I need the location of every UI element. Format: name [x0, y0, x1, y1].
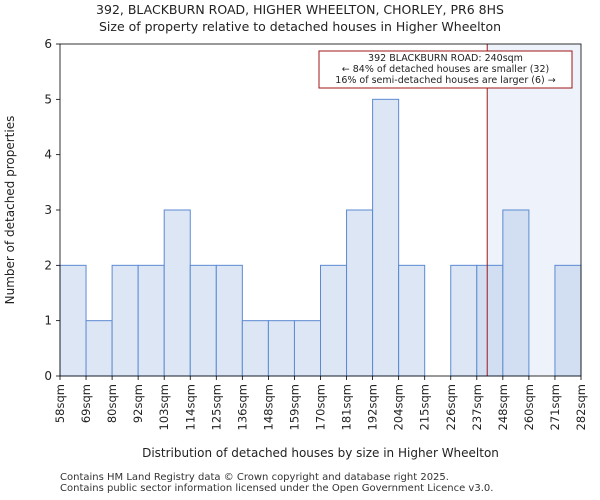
marker-annotation: 392 BLACKBURN ROAD: 240sqm ← 84% of deta… — [318, 50, 573, 89]
x-tick-label: 80sqm — [105, 384, 119, 423]
x-tick-label: 92sqm — [131, 384, 145, 423]
x-tick-label: 114sqm — [183, 384, 197, 430]
chart-title: 392, BLACKBURN ROAD, HIGHER WHEELTON, CH… — [96, 2, 504, 17]
x-tick-label: 125sqm — [209, 384, 223, 430]
bar-204sqm — [398, 264, 426, 377]
x-tick-label: 170sqm — [314, 384, 328, 430]
bar-237sqm — [476, 264, 504, 377]
bar-170sqm — [320, 264, 348, 377]
x-axis-label: Distribution of detached houses by size … — [142, 446, 499, 460]
footer-licence: Contains public sector information licen… — [60, 483, 494, 494]
bar-148sqm — [267, 320, 295, 377]
bar-248sqm — [502, 209, 530, 377]
x-tick-label: 248sqm — [496, 384, 510, 430]
bar-125sqm — [215, 264, 243, 377]
x-tick-label: 237sqm — [470, 384, 484, 430]
y-axis-label: Number of detached properties — [3, 116, 17, 305]
x-tick-label: 69sqm — [79, 384, 93, 423]
x-tick-label: 103sqm — [157, 384, 171, 430]
x-tick-label: 260sqm — [522, 384, 536, 430]
y-tick-label: 4 — [44, 148, 52, 162]
y-tick-label: 1 — [44, 314, 52, 328]
bar-69sqm — [85, 320, 113, 377]
bar-92sqm — [137, 264, 165, 377]
annotation-box — [318, 50, 573, 89]
bar-271sqm — [554, 264, 582, 377]
x-tick-label: 148sqm — [261, 384, 275, 430]
x-tick-label: 192sqm — [366, 384, 380, 430]
x-tick-label: 58sqm — [53, 384, 67, 423]
y-tick-label: 3 — [44, 203, 52, 217]
x-tick-label: 204sqm — [392, 384, 406, 430]
bar-181sqm — [346, 209, 374, 377]
y-tick-label: 6 — [44, 37, 52, 51]
bar-192sqm — [372, 98, 400, 377]
bar-136sqm — [241, 320, 269, 377]
bar-114sqm — [189, 264, 217, 377]
bar-226sqm — [450, 264, 478, 377]
footer-copyright: Contains HM Land Registry data © Crown c… — [60, 472, 449, 483]
x-tick-label: 181sqm — [340, 384, 354, 430]
x-tick-label: 226sqm — [444, 384, 458, 430]
x-tick-label: 215sqm — [418, 384, 432, 430]
x-tick-label: 159sqm — [287, 384, 301, 430]
x-tick-label: 271sqm — [548, 384, 562, 430]
chart-subtitle: Size of property relative to detached ho… — [98, 19, 502, 34]
y-tick-label: 2 — [44, 258, 52, 272]
y-tick-label: 5 — [44, 92, 52, 106]
y-tick-label: 0 — [44, 369, 52, 383]
annotation-line-2: ← 84% of detached houses are smaller (32… — [342, 64, 549, 75]
bar-58sqm — [59, 264, 87, 377]
bar-159sqm — [293, 320, 322, 377]
annotation-line-1: 392 BLACKBURN ROAD: 240sqm — [368, 53, 523, 64]
annotation-line-3: 16% of semi-detached houses are larger (… — [335, 75, 555, 86]
x-tick-label: 136sqm — [235, 384, 249, 430]
bar-103sqm — [163, 209, 191, 377]
x-tick-label: 282sqm — [574, 384, 588, 430]
bar-80sqm — [111, 264, 139, 377]
